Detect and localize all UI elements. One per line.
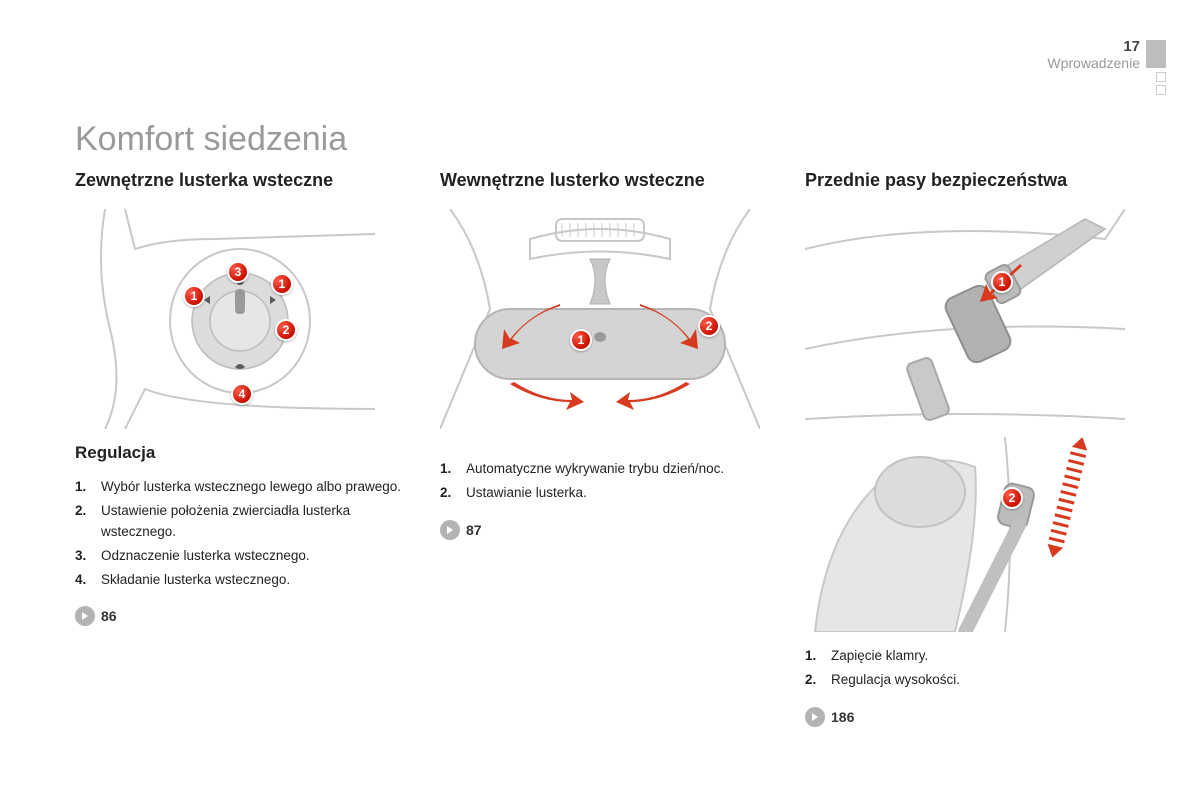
- callout-2: 2: [275, 319, 297, 341]
- list-item: 2.Ustawianie lusterka.: [440, 483, 775, 503]
- list-item: 3.Odznaczenie lusterka wstecznego.: [75, 546, 410, 566]
- column-interior-mirror: Wewnętrzne lusterko wsteczne 1 2 1: [440, 170, 775, 626]
- diagram-seatbelt-height: 2: [805, 437, 1125, 632]
- diagram-mirror-dial: 1 3 1 2 4: [75, 209, 395, 429]
- list-item: 1.Automatyczne wykrywanie trybu dzień/no…: [440, 459, 775, 479]
- column-seatbelts: Przednie pasy bezpieczeństwa 1: [805, 170, 1140, 626]
- list-item: 4.Składanie lusterka wstecznego.: [75, 570, 410, 590]
- callout-1: 1: [991, 271, 1013, 293]
- column-exterior-mirrors: Zewnętrzne lusterka wsteczne 1 3 1 2 4 R…: [75, 170, 410, 626]
- list-item: 1.Wybór lusterka wstecznego lewego albo …: [75, 477, 410, 497]
- page-number: 17: [1047, 38, 1140, 55]
- col3-list: 1.Zapięcie klamry. 2.Regulacja wysokości…: [805, 646, 1125, 691]
- col1-title: Zewnętrzne lusterka wsteczne: [75, 170, 410, 191]
- col1-subheading: Regulacja: [75, 443, 410, 463]
- diagram-seatbelt-buckle: 1: [805, 209, 1125, 429]
- callout-2: 2: [698, 315, 720, 337]
- callout-2: 2: [1001, 487, 1023, 509]
- col2-title: Wewnętrzne lusterko wsteczne: [440, 170, 775, 191]
- content-columns: Zewnętrzne lusterka wsteczne 1 3 1 2 4 R…: [75, 170, 1140, 626]
- list-item: 1.Zapięcie klamry.: [805, 646, 1125, 666]
- callout-3: 3: [227, 261, 249, 283]
- page-ref: 186: [805, 707, 1125, 727]
- page-title: Komfort siedzenia: [75, 120, 347, 159]
- page-ref: 86: [75, 606, 410, 626]
- col3-title: Przednie pasy bezpieczeństwa: [805, 170, 1140, 191]
- goto-page-icon: [440, 520, 460, 540]
- page-header: 17 Wprowadzenie: [1047, 38, 1140, 71]
- goto-page-icon: [805, 707, 825, 727]
- callout-1: 1: [183, 285, 205, 307]
- list-item: 2.Ustawienie położenia zwierciadła luste…: [75, 501, 410, 542]
- col1-list: 1.Wybór lusterka wstecznego lewego albo …: [75, 477, 410, 590]
- callout-1b: 1: [271, 273, 293, 295]
- col2-list: 1.Automatyczne wykrywanie trybu dzień/no…: [440, 459, 775, 504]
- col3-lower-block: 2 1.Zapięcie klamry. 2.Regulacja wysokoś…: [805, 437, 1125, 727]
- list-item: 2.Regulacja wysokości.: [805, 670, 1125, 690]
- diagram-interior-mirror: 1 2: [440, 209, 760, 429]
- callout-4: 4: [231, 383, 253, 405]
- callout-1: 1: [570, 329, 592, 351]
- page-ref: 87: [440, 520, 775, 540]
- goto-page-icon: [75, 606, 95, 626]
- section-label: Wprowadzenie: [1047, 55, 1140, 71]
- header-decor: [1146, 40, 1166, 98]
